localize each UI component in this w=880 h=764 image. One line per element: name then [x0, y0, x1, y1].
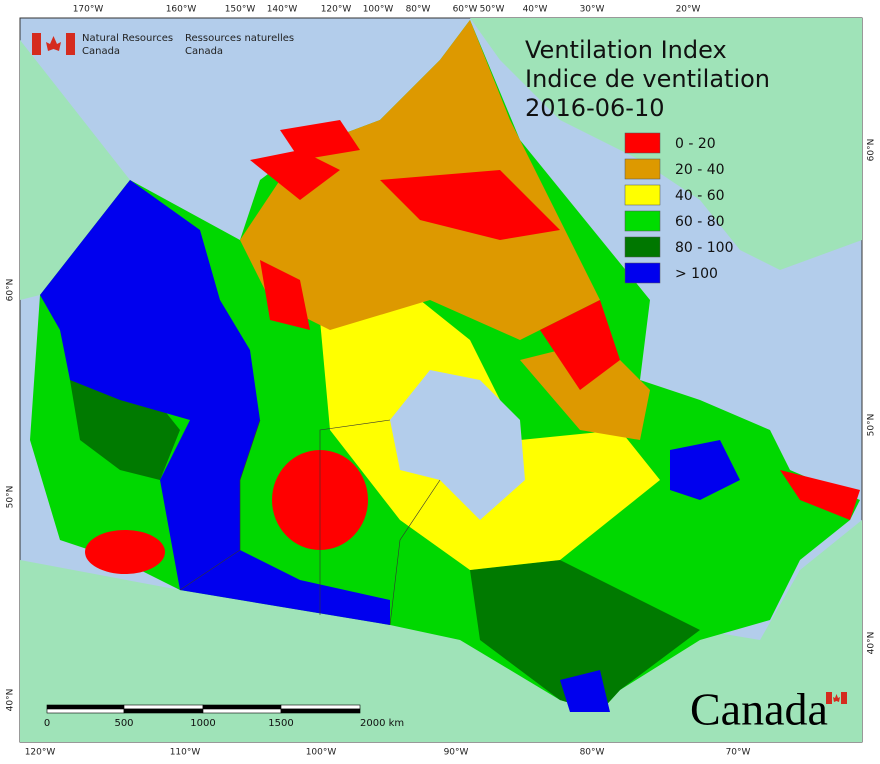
- longitude-label: 100°W: [306, 748, 337, 758]
- longitude-label: 160°W: [166, 5, 197, 15]
- agency-signature: [32, 33, 75, 55]
- legend-label: > 100: [675, 266, 718, 282]
- longitude-label: 20°W: [676, 5, 701, 15]
- boundary: [389, 479, 441, 626]
- longitude-label: 140°W: [267, 5, 298, 15]
- united-states: [20, 520, 862, 742]
- legend-label: 80 - 100: [675, 240, 734, 256]
- longitude-label: 50°W: [480, 5, 505, 15]
- boundary: [179, 419, 261, 591]
- base-land: [20, 18, 862, 742]
- legend-swatch: [624, 158, 661, 180]
- maple-leaf: [833, 694, 840, 702]
- index-surface: [30, 20, 860, 712]
- latitude-label: 50°N: [6, 486, 16, 509]
- longitude-label: 150°W: [225, 5, 256, 15]
- wordmark: Canada: [690, 684, 828, 735]
- latitude-label: 40°N: [867, 632, 877, 655]
- flag-bar: [841, 692, 847, 704]
- legend-swatch: [624, 132, 661, 154]
- title: Indice de ventilation: [525, 65, 770, 93]
- legend-label: 0 - 20: [675, 136, 716, 152]
- greenland: [470, 18, 862, 270]
- longitude-label: 80°W: [580, 748, 605, 758]
- zone-over-100: [670, 440, 740, 500]
- scale-segment: [46, 708, 125, 714]
- zone-over-100: [40, 180, 390, 625]
- date: 2016-06-10: [525, 94, 664, 122]
- agency-en: Natural Resources: [82, 33, 173, 44]
- agency-fr: Canada: [185, 46, 223, 57]
- legend-swatch: [624, 262, 661, 284]
- latitude-label: 60°N: [6, 279, 16, 302]
- scale-label: 2000 km: [360, 718, 404, 729]
- legend-label: 60 - 80: [675, 214, 725, 230]
- scale-segment: [280, 704, 361, 710]
- zone-0-20: [260, 260, 310, 330]
- legend-label: 40 - 60: [675, 188, 725, 204]
- maple-leaf: [46, 36, 61, 51]
- boundary: [319, 419, 391, 615]
- longitude-label: 110°W: [170, 748, 201, 758]
- flag-bar: [32, 33, 41, 55]
- longitude-label: 60°W: [453, 5, 478, 15]
- longitude-label: 30°W: [580, 5, 605, 15]
- legend-swatch: [624, 210, 661, 232]
- flag-bar: [66, 33, 75, 55]
- latitude-label: 60°N: [867, 139, 877, 162]
- wordmark-flag: [826, 692, 847, 704]
- zone-over-100: [560, 670, 610, 712]
- zone-20-40: [520, 340, 650, 440]
- scale-label: 1500: [268, 718, 293, 729]
- scale-segment: [202, 704, 282, 710]
- zone-0-20: [380, 170, 560, 240]
- legend-swatch: [624, 184, 661, 206]
- longitude-label: 120°W: [25, 748, 56, 758]
- russia: [20, 40, 130, 300]
- scale-label: 500: [114, 718, 133, 729]
- longitude-label: 170°W: [73, 5, 104, 15]
- zone-0-20: [250, 150, 340, 200]
- zone-0-20: [780, 470, 860, 520]
- hudson-bay: [390, 370, 525, 520]
- scale-label: 1000: [190, 718, 215, 729]
- scale-segment: [123, 708, 204, 714]
- legend-label: 20 - 40: [675, 162, 725, 178]
- title: Ventilation Index: [525, 36, 727, 64]
- longitude-label: 40°W: [523, 5, 548, 15]
- longitude-label: 70°W: [726, 748, 751, 758]
- longitude-label: 120°W: [321, 5, 352, 15]
- zone-0-20: [280, 120, 360, 160]
- boundaries: [179, 419, 441, 626]
- agency-fr: Ressources naturelles: [185, 33, 294, 44]
- scale-segment: [202, 708, 282, 714]
- zone-80-100: [470, 560, 700, 712]
- scale-segment: [123, 704, 204, 710]
- zone-0-20: [540, 300, 620, 390]
- scale-label: 0: [44, 718, 50, 729]
- latitude-label: 40°N: [6, 689, 16, 712]
- latitude-label: 50°N: [867, 414, 877, 437]
- longitude-label: 90°W: [444, 748, 469, 758]
- longitude-label: 100°W: [363, 5, 394, 15]
- agency-en: Canada: [82, 46, 120, 57]
- scale-segment: [280, 708, 361, 714]
- flag-bar: [826, 692, 832, 704]
- zone-0-20: [85, 530, 165, 574]
- scale-segment: [46, 704, 125, 710]
- longitude-label: 80°W: [406, 5, 431, 15]
- legend-swatch: [624, 236, 661, 258]
